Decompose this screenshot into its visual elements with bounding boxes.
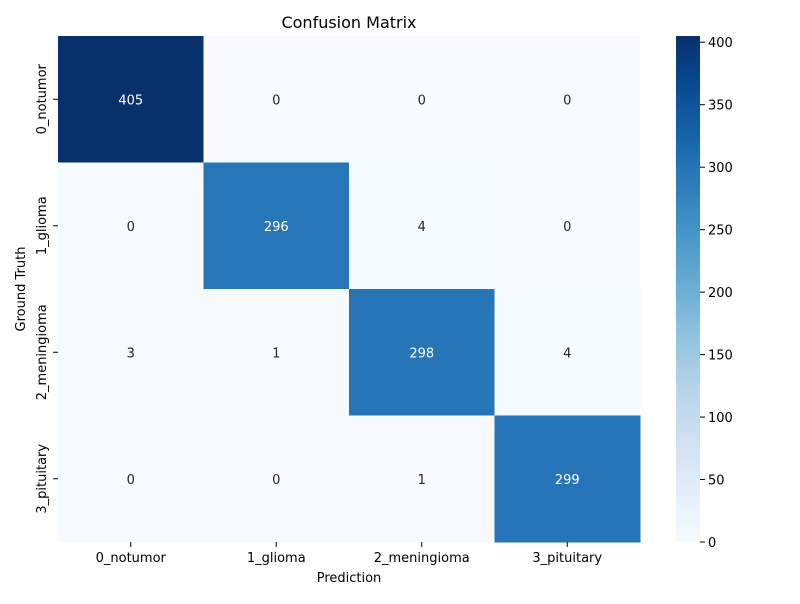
heatmap-cell-r3-c1 [203,415,350,543]
heatmap-cell-r1-c1 [203,162,350,290]
y-tick-label-2-meningioma: 2_meningioma [35,304,50,400]
heatmap-annotations: 405 0 0 0 0 296 4 0 3 1 298 4 0 0 1 299 [118,93,579,488]
cell-annotation-r2-c3: 4 [563,346,571,361]
heatmap-cell-r3-c2 [349,415,495,543]
cell-annotation-r1-c1: 296 [264,220,289,235]
cell-annotation-r3-c2: 1 [418,473,426,488]
cell-annotation-r3-c1: 0 [272,473,280,488]
heatmap-cell-r3-c3 [494,415,641,543]
heatmap-cell-r1-c2 [349,162,495,290]
colorbar-tick-label-50: 50 [708,474,725,489]
colorbar [676,36,700,542]
cell-annotation-r1-c2: 4 [418,220,426,235]
heatmap-cell-r0-c3 [494,36,641,163]
cell-annotation-r2-c1: 1 [272,346,280,361]
cell-annotation-r0-c3: 0 [563,93,571,108]
y-axis-ticks: 0_notumor 1_glioma 2_meningioma 3_pituitary [35,63,58,514]
heatmap-cell-r0-c0 [58,36,204,163]
heatmap-cell-r3-c0 [58,415,204,543]
heatmap-cell-r0-c2 [349,36,495,163]
heatmap-cell-r2-c2 [349,289,495,416]
colorbar-tick-label-200: 200 [708,286,733,301]
colorbar-tick-label-100: 100 [708,411,733,426]
y-axis-label: Ground Truth [14,247,29,332]
colorbar-ticks: 0 50 100 150 200 250 300 350 400 [700,36,733,551]
heatmap-cells [58,36,641,543]
x-tick-label-0-notumor: 0_notumor [96,551,167,566]
heatmap-cell-r2-c0 [58,289,204,416]
colorbar-tick-label-400: 400 [708,36,733,51]
heatmap-cell-r2-c3 [494,289,641,416]
heatmap-cell-r1-c0 [58,162,204,290]
chart-title: Confusion Matrix [281,13,416,32]
colorbar-tick-label-250: 250 [708,224,733,239]
x-tick-label-3-pituitary: 3_pituitary [532,551,602,566]
y-tick-label-1-glioma: 1_glioma [35,196,50,255]
heatmap-cell-r2-c1 [203,289,350,416]
x-axis-ticks: 0_notumor 1_glioma 2_meningioma 3_pituitary [96,542,602,566]
colorbar-tick-label-350: 350 [708,99,733,114]
colorbar-tick-label-0: 0 [708,536,716,551]
cell-annotation-r3-c0: 0 [127,473,135,488]
cell-annotation-r0-c0: 405 [118,93,143,108]
colorbar-tick-label-300: 300 [708,161,733,176]
colorbar-tick-label-150: 150 [708,349,733,364]
x-tick-label-1-glioma: 1_glioma [247,551,306,566]
cell-annotation-r1-c3: 0 [563,220,571,235]
x-tick-label-2-meningioma: 2_meningioma [374,551,470,566]
cell-annotation-r0-c1: 0 [272,93,280,108]
cell-annotation-r2-c0: 3 [127,346,135,361]
cell-annotation-r3-c3: 299 [555,473,580,488]
heatmap-cell-r0-c1 [203,36,350,163]
cell-annotation-r2-c2: 298 [409,346,434,361]
x-axis-label: Prediction [317,571,382,586]
cell-annotation-r0-c2: 0 [418,93,426,108]
y-tick-label-0-notumor: 0_notumor [35,63,50,134]
heatmap-cell-r1-c3 [494,162,641,290]
y-tick-label-3-pituitary: 3_pituitary [35,444,50,514]
cell-annotation-r1-c0: 0 [127,220,135,235]
